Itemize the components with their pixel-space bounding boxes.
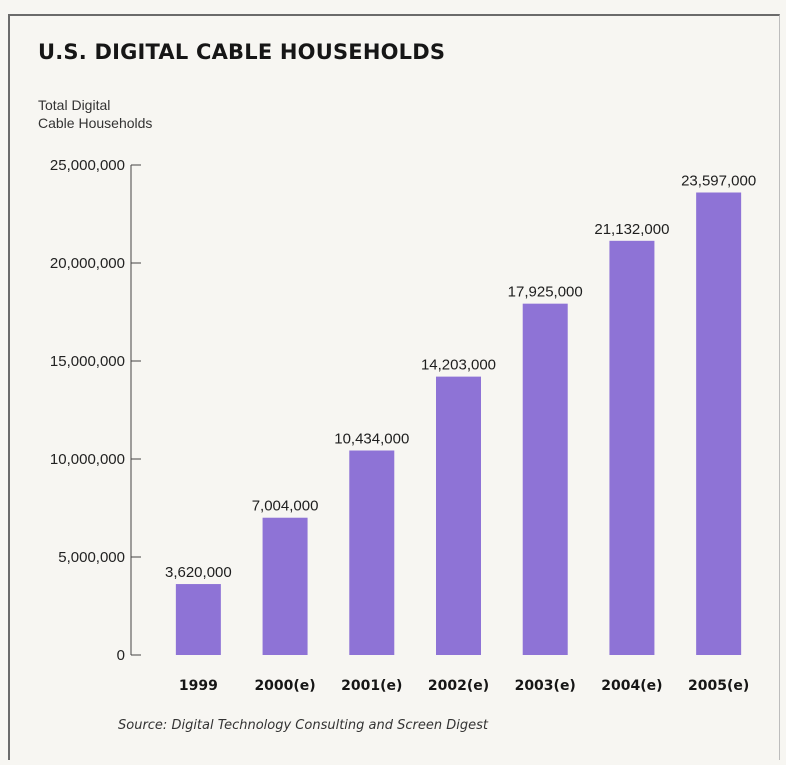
value-label-2005(e): 23,597,000: [681, 172, 756, 189]
y-tick-label-2: 10,000,000: [50, 451, 125, 468]
chart-frame: [8, 14, 780, 760]
bar-1999: [175, 584, 221, 655]
bar-2005(e): [696, 192, 742, 656]
chart-title: U.S. DIGITAL CABLE HOUSEHOLDS: [38, 40, 446, 64]
bar-2004(e): [609, 240, 655, 655]
category-label-2000(e): 2000(e): [254, 678, 315, 694]
y-tick-label-0: 0: [117, 647, 125, 664]
category-label-2001(e): 2001(e): [341, 678, 402, 694]
value-label-2004(e): 21,132,000: [594, 221, 669, 238]
y-axis-label: Total Digital Cable Households: [38, 96, 238, 132]
category-label-2002(e): 2002(e): [428, 678, 489, 694]
value-label-1999: 3,620,000: [165, 564, 232, 581]
category-label-1999: 1999: [179, 678, 218, 694]
category-label-2004(e): 2004(e): [601, 678, 662, 694]
value-label-2000(e): 7,004,000: [252, 498, 319, 515]
value-label-2001(e): 10,434,000: [334, 430, 409, 447]
bar-2003(e): [522, 303, 568, 655]
bar-2000(e): [262, 517, 308, 655]
y-axis-label-line1: Total Digital: [38, 97, 111, 113]
value-label-2002(e): 14,203,000: [421, 357, 496, 374]
source-note: Source: Digital Technology Consulting an…: [118, 718, 488, 733]
y-tick-label-5: 25,000,000: [50, 157, 125, 174]
category-label-2003(e): 2003(e): [515, 678, 576, 694]
y-tick-label-1: 5,000,000: [58, 549, 125, 566]
category-label-2005(e): 2005(e): [688, 678, 749, 694]
bar-2002(e): [436, 376, 481, 655]
value-label-2003(e): 17,925,000: [508, 284, 583, 301]
y-axis-label-line2: Cable Households: [38, 115, 153, 131]
y-tick-label-3: 15,000,000: [50, 353, 125, 370]
y-tick-label-4: 20,000,000: [50, 255, 125, 272]
bar-2001(e): [349, 450, 395, 655]
